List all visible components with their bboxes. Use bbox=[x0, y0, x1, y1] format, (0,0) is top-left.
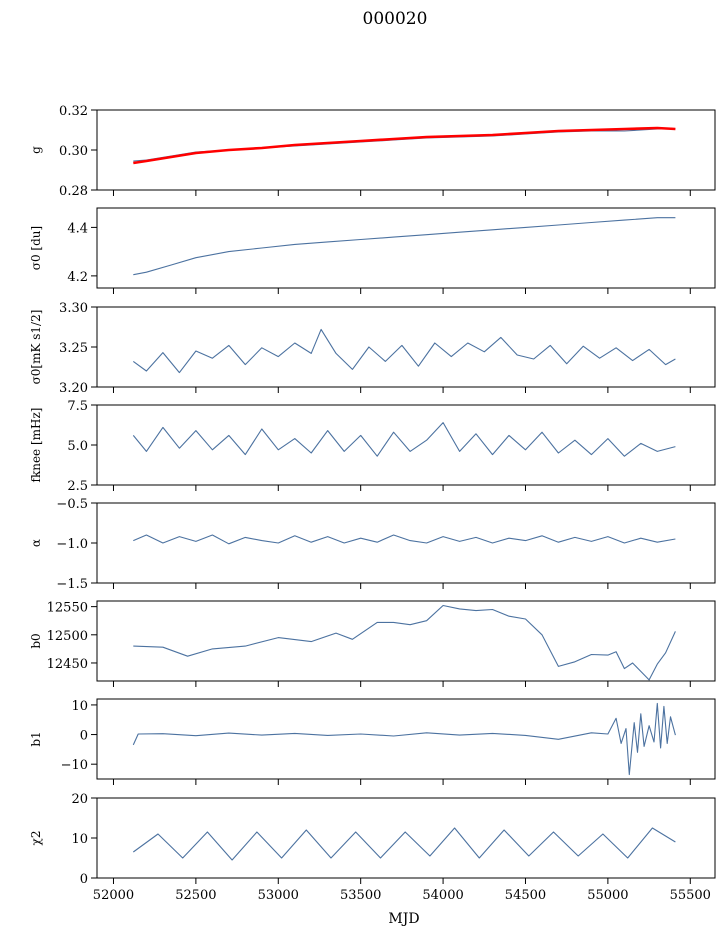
y-tick-label: 0.32 bbox=[59, 104, 88, 119]
x-tick-label: 55500 bbox=[670, 888, 711, 903]
panel-7: −10 0 10 b1 bbox=[29, 698, 716, 785]
y-axis-label: σ0 [du] bbox=[29, 226, 43, 270]
y-tick-label: 5.0 bbox=[67, 439, 88, 454]
y-axis-label: α bbox=[29, 539, 43, 547]
y-tick-label: 4.4 bbox=[67, 221, 88, 236]
panel-1: 0.28 0.30 0.32 g bbox=[29, 104, 716, 199]
y-tick-label: 0 bbox=[80, 872, 88, 887]
x-axis-label: MJD bbox=[388, 911, 419, 927]
x-tick-label: 52000 bbox=[93, 888, 134, 903]
y-tick-label: 0.28 bbox=[59, 184, 88, 199]
x-tick-label: 53500 bbox=[340, 888, 381, 903]
y-tick-label: −1.0 bbox=[56, 537, 88, 552]
axes-frame bbox=[96, 698, 716, 780]
series-line-1-2 bbox=[133, 126, 676, 165]
x-tick-label: 54500 bbox=[505, 888, 546, 903]
y-tick-label: 0.30 bbox=[59, 144, 88, 159]
y-axis-label: g bbox=[29, 146, 43, 154]
series-line-6-1 bbox=[133, 604, 676, 681]
figure-title: 000020 bbox=[363, 9, 428, 29]
x-tick-label: 53000 bbox=[258, 888, 299, 903]
axes-frame bbox=[96, 207, 716, 289]
y-tick-label: 12550 bbox=[47, 601, 88, 616]
y-tick-label: −1.5 bbox=[56, 577, 88, 592]
series-line-4-1 bbox=[132, 422, 676, 457]
panel-3: 3.20 3.25 3.30 σ0[mK s1/2] bbox=[29, 301, 716, 396]
panels-group: 0.28 0.30 0.32 g 4.2 4.4 σ0 [du] 3.20 3.25 3.30 σ0… bbox=[29, 104, 716, 903]
y-tick-label: 2.5 bbox=[67, 479, 88, 494]
y-tick-label: 20 bbox=[71, 792, 88, 807]
y-tick-label: 10 bbox=[71, 699, 88, 714]
panel-6: 12450 12500 12550 b0 bbox=[29, 600, 716, 687]
panel-5: −1.5 −1.0 −0.5 α bbox=[29, 497, 716, 592]
y-axis-label: b0 bbox=[29, 633, 43, 648]
y-tick-label: 0 bbox=[80, 729, 88, 744]
series-line-2-1 bbox=[133, 217, 676, 276]
y-axis-label: χ2 bbox=[29, 831, 43, 846]
x-tick-label: 55000 bbox=[587, 888, 628, 903]
series-line-5-1 bbox=[133, 534, 676, 545]
y-tick-label: 12500 bbox=[47, 629, 88, 644]
y-tick-label: 3.20 bbox=[59, 381, 88, 396]
y-axis-label: fknee [mHz] bbox=[29, 408, 43, 483]
axes-frame bbox=[96, 797, 716, 879]
y-axis-label: b1 bbox=[29, 731, 43, 746]
y-tick-label: 3.30 bbox=[59, 301, 88, 316]
series-line-1-1 bbox=[133, 128, 676, 162]
y-tick-label: 3.25 bbox=[59, 341, 88, 356]
series-line-7-1 bbox=[132, 702, 676, 776]
y-tick-label: 10 bbox=[71, 832, 88, 847]
axes-frame bbox=[96, 404, 716, 486]
series-line-3-1 bbox=[132, 328, 676, 374]
y-tick-label: 4.2 bbox=[67, 270, 88, 285]
y-tick-label: 12450 bbox=[47, 657, 88, 672]
panel-2: 4.2 4.4 σ0 [du] bbox=[29, 207, 716, 294]
panel-8: 0 10 20 52000 52500 53000 53500 54000 54500 55000… bbox=[29, 792, 716, 903]
panel-4: 2.5 5.0 7.5 fknee [mHz] bbox=[29, 399, 716, 494]
y-tick-label: −0.5 bbox=[56, 497, 88, 512]
series-line-8-1 bbox=[132, 827, 676, 861]
x-tick-label: 54000 bbox=[422, 888, 463, 903]
axes-frame bbox=[96, 502, 716, 584]
y-axis-label: σ0[mK s1/2] bbox=[29, 310, 43, 385]
axes-frame bbox=[96, 109, 716, 191]
y-tick-label: −10 bbox=[61, 758, 88, 773]
y-tick-label: 7.5 bbox=[67, 399, 88, 414]
axes-frame bbox=[96, 306, 716, 388]
x-tick-label: 52500 bbox=[175, 888, 216, 903]
axes-frame bbox=[96, 600, 716, 682]
